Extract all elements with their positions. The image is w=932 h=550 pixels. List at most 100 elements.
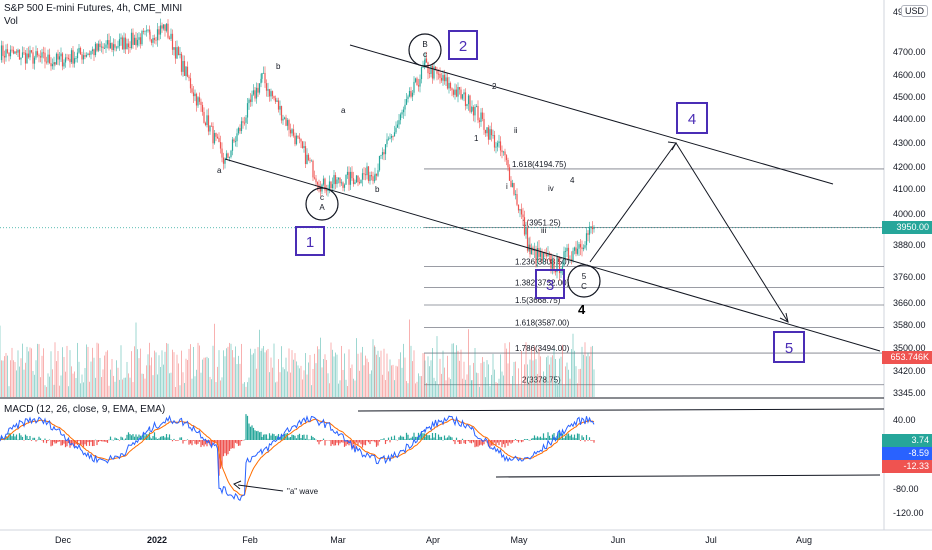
macd-hist-bar [152, 436, 154, 440]
macd-hist-bar [283, 433, 286, 440]
candle-body [117, 46, 119, 48]
candle-body [114, 44, 116, 48]
price-tick: 4000.00 [893, 209, 926, 219]
volume-bar [503, 375, 504, 397]
volume-bar [111, 358, 113, 397]
macd-hist-bar [294, 435, 296, 440]
volume-bar [99, 357, 101, 397]
candle-body [579, 244, 582, 248]
macd-hist-bar [200, 440, 202, 448]
macd-hist-bar [280, 433, 283, 440]
macd-hist-bar [498, 440, 500, 446]
macd-hist-bar [288, 437, 290, 440]
macd-hist-bar [273, 434, 275, 440]
macd-hist-bar [530, 438, 533, 440]
candle-body [268, 89, 271, 97]
volume-bar [317, 346, 318, 397]
candle-body [127, 43, 130, 48]
signal-value-tag: -8.59 [882, 447, 932, 460]
macd-hist-bar [94, 439, 97, 441]
macd-hist-bar [489, 440, 491, 448]
candle-body [280, 106, 283, 121]
macd-hist-bar [401, 436, 403, 440]
macd-hist-bar [377, 440, 379, 446]
candle-body [455, 89, 458, 97]
macd-hist-bar [32, 437, 34, 440]
volume-bar [433, 377, 435, 397]
volume-bar [83, 382, 84, 397]
volume-bar [263, 346, 264, 397]
macd-hist-bar [492, 440, 494, 446]
wave-box-3-label: 3 [546, 277, 554, 294]
candle-body [591, 226, 594, 230]
volume-bar [483, 361, 485, 397]
volume-bar [429, 366, 430, 397]
currency-badge[interactable]: USD [900, 5, 928, 17]
candle-body [393, 132, 396, 137]
macd-hist-bar [410, 437, 412, 440]
macd-hist-bar [183, 440, 186, 441]
volume-bar [272, 367, 273, 397]
macd-hist-bar [383, 438, 385, 440]
volume-bar [170, 372, 172, 397]
macd-hist-bar [303, 434, 305, 440]
volume-bar [457, 350, 459, 397]
macd-hist-bar [551, 434, 554, 440]
candle-body [411, 92, 414, 97]
candle-body [26, 53, 28, 64]
candle-body [507, 159, 509, 168]
macd-hist-bar [434, 433, 437, 440]
volume-bar [47, 373, 49, 397]
macd-hist-bar [67, 440, 70, 444]
macd-hist-bar [162, 435, 165, 440]
candle-body [310, 160, 313, 162]
candle-body [144, 30, 146, 32]
candle-body [94, 43, 97, 56]
fib-label: 1(3951.25) [522, 218, 561, 227]
volume-bar [441, 373, 442, 397]
volume-bar [460, 349, 462, 397]
volume-bar [549, 364, 550, 397]
candle-body [234, 141, 237, 142]
candle-body [472, 106, 475, 116]
candle-body [345, 174, 347, 185]
macd-hist-bar [42, 440, 45, 443]
macd-hist-bar [215, 440, 217, 443]
volume-bar [11, 347, 13, 397]
macd-hist-bar [289, 436, 292, 440]
volume-bars [0, 319, 595, 397]
candle-body [179, 53, 181, 56]
candle-body [553, 259, 555, 271]
macd-hist-bar [354, 440, 356, 449]
volume-bar [469, 365, 471, 397]
macd-hist-bar [270, 435, 272, 440]
macd-hist-bar [573, 434, 576, 440]
volume-bar [191, 378, 193, 397]
price-tick: 4200.00 [893, 162, 926, 172]
volume-bar [388, 371, 389, 397]
volume-bar [572, 333, 574, 397]
macd-hist-bar [11, 436, 13, 440]
macd-hist-bar [470, 440, 473, 444]
macd-hist-bar [427, 435, 429, 440]
volume-bar [550, 357, 552, 397]
candle-body [414, 78, 417, 82]
volume-bar [8, 386, 10, 397]
volume-bar [169, 373, 170, 397]
volume-bar [203, 357, 205, 397]
macd-hist-bar [2, 439, 4, 440]
wave-label-4-small: 4 [570, 176, 575, 185]
macd-hist-bar [360, 440, 362, 445]
volume-bar [462, 378, 463, 397]
macd-hist-bar [271, 433, 274, 440]
candle-body [423, 63, 426, 67]
macd-hist-bar [564, 436, 567, 440]
candle-body [9, 49, 12, 57]
candle-body [279, 106, 281, 110]
volume-bar [110, 369, 111, 397]
volume-bar [369, 373, 371, 397]
volume-bar [451, 343, 453, 397]
volume-bar [190, 344, 191, 397]
candle-body [355, 175, 358, 183]
candle-body [237, 128, 240, 134]
